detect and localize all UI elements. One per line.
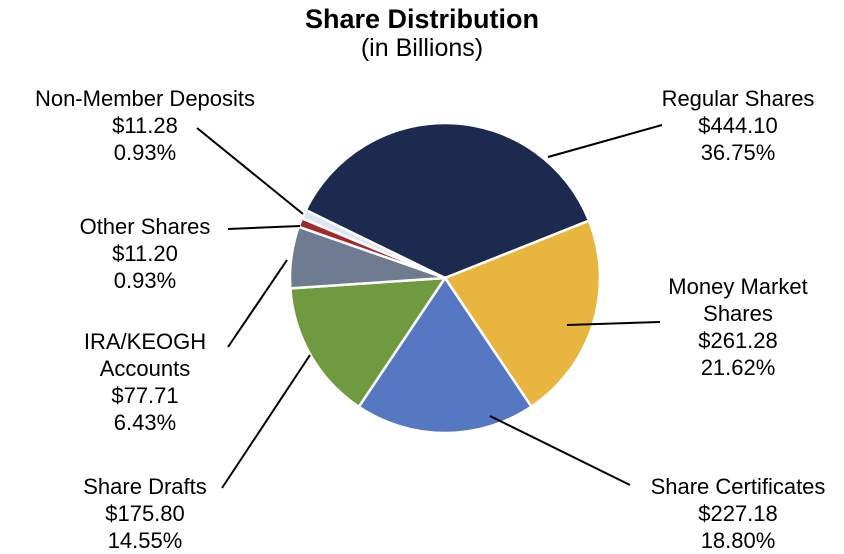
leader-line — [489, 415, 631, 486]
label-value: $261.28 — [698, 328, 778, 353]
label-percent: 0.93% — [113, 140, 177, 165]
label-category: Share Certificates — [650, 474, 826, 499]
label-value: $227.18 — [698, 501, 778, 526]
leader-line — [227, 259, 288, 348]
leader-line — [227, 225, 301, 230]
label-value: $175.80 — [105, 501, 185, 526]
data-label: Share Certificates $227.18 18.80% — [618, 473, 844, 554]
label-percent: 21.62% — [700, 355, 776, 380]
label-percent: 6.43% — [113, 410, 177, 435]
label-value: $11.28 — [112, 113, 178, 138]
pie-slice — [300, 208, 446, 280]
label-percent: 14.55% — [107, 528, 183, 553]
chart-title: Share Distribution — [304, 4, 540, 34]
data-label: Money Market Shares $261.28 21.62% — [648, 273, 828, 381]
label-category: Non-Member Deposits — [34, 86, 256, 111]
label-percent: 0.93% — [113, 268, 177, 293]
data-label: Non-Member Deposits $11.28 0.93% — [0, 85, 295, 166]
leader-line — [196, 127, 304, 215]
label-category: Regular Shares — [661, 86, 815, 111]
label-category: Money Market Shares — [668, 274, 808, 326]
pie-slice — [357, 275, 534, 435]
label-category: Other Shares — [79, 214, 211, 239]
label-value: $77.71 — [111, 383, 179, 408]
data-label: Other Shares $11.20 0.93% — [45, 213, 245, 294]
data-label: IRA/KEOGH Accounts $77.71 6.43% — [65, 328, 225, 436]
chart-subtitle: (in Billions) — [360, 34, 484, 62]
label-value: $444.10 — [698, 113, 778, 138]
label-value: $11.20 — [112, 241, 178, 266]
label-percent: 36.75% — [700, 140, 776, 165]
label-category: Share Drafts — [83, 474, 207, 499]
leader-line — [566, 321, 661, 326]
leader-line — [547, 124, 663, 158]
data-label: Share Drafts $175.80 14.55% — [45, 473, 245, 554]
leader-line — [221, 354, 311, 489]
pie-slice — [304, 121, 591, 280]
label-category: IRA/KEOGH Accounts — [83, 329, 207, 381]
data-label: Regular Shares $444.10 36.75% — [618, 85, 844, 166]
label-percent: 18.80% — [700, 528, 776, 553]
